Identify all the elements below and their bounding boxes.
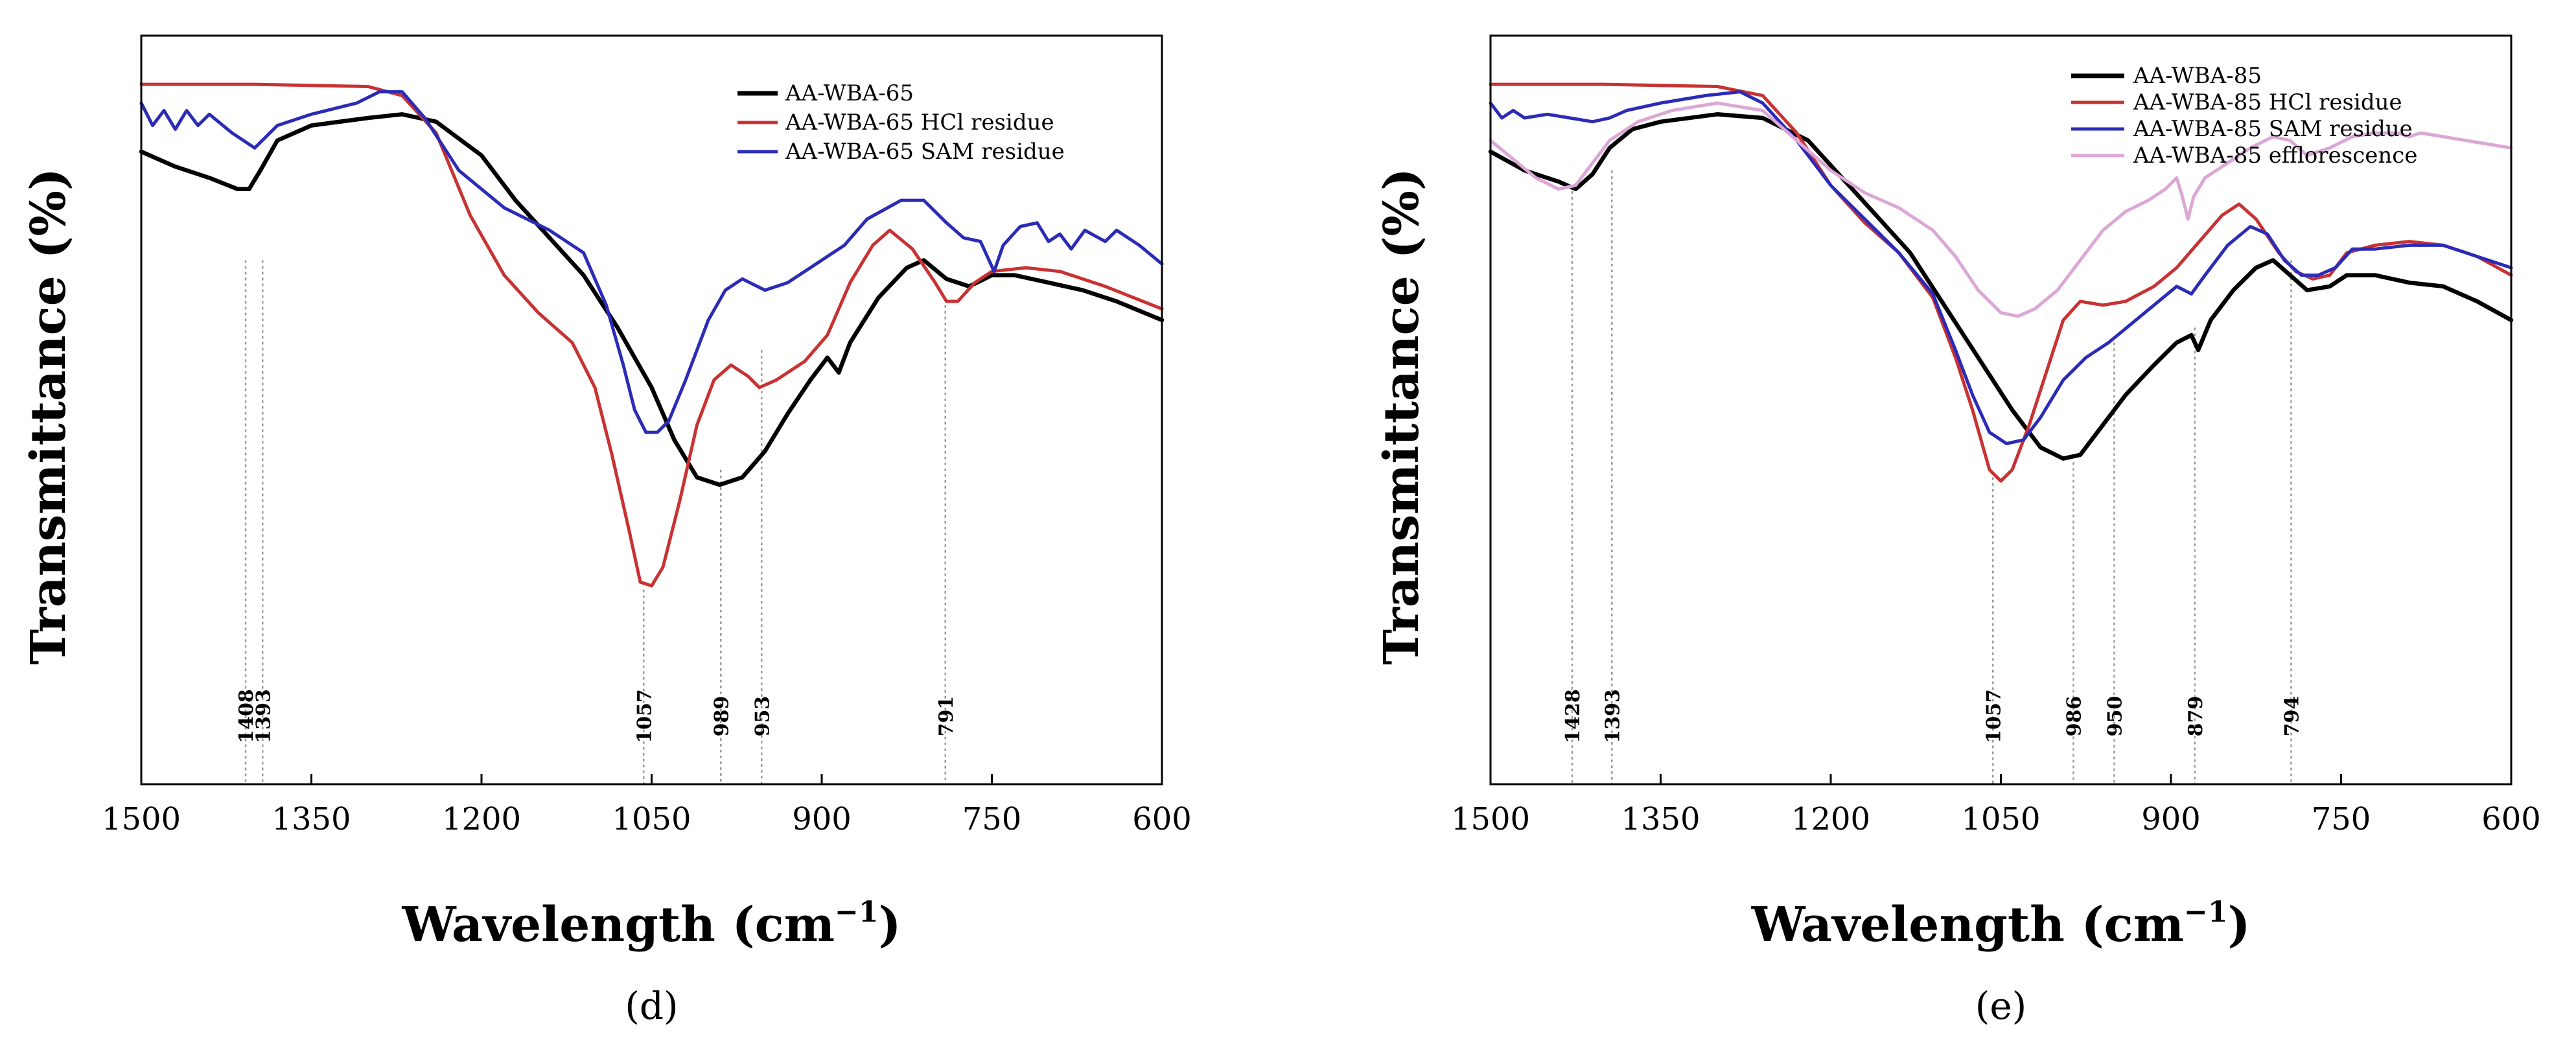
x-tick-label-750: 750 [962, 801, 1022, 837]
peak-label-950: 950 [2104, 696, 2127, 737]
peak-labels-d: 1408 1393 1057 989 953 791 [235, 689, 958, 743]
peak-lines-d [244, 260, 946, 784]
x-tick-labels-e: 1500 1350 1200 1050 900 750 600 [1451, 801, 2541, 837]
x-tick-label-1500: 1500 [1451, 801, 1530, 837]
x-axis-title-e: Wavelength (cm−1) [1750, 896, 2250, 953]
peak-label-791: 791 [935, 696, 958, 737]
x-ticks-e [1489, 774, 2512, 784]
x-tick-labels-d: 1500 1350 1200 1050 900 750 600 [102, 801, 1192, 837]
x-tick-label-1050: 1050 [1961, 801, 2040, 837]
chart-panel-e: 1428 1393 1057 986 950 879 794 1500 1350 [1374, 34, 2541, 1028]
x-tick-label-900: 900 [2141, 801, 2201, 837]
legend-label-aa-wba-65: AA-WBA-65 [785, 80, 914, 106]
x-tick-label-600: 600 [2481, 801, 2541, 837]
peak-label-1393: 1393 [1601, 689, 1624, 743]
peak-labels-e: 1428 1393 1057 986 950 879 794 [1562, 689, 2304, 743]
x-axis-title-main-e: Wavelength (cm [1750, 897, 2184, 953]
x-axis-title-d: Wavelength (cm−1) [401, 896, 901, 953]
series-line-aa-wba-65-hcl [139, 82, 1164, 588]
y-axis-title-e: Transmittance (%) [1374, 168, 1430, 665]
y-axis-title-d: Transmittance (%) [21, 168, 76, 665]
x-tick-label-1350: 1350 [272, 801, 351, 837]
peak-label-1408: 1408 [235, 689, 258, 743]
series-line-aa-wba-65-sam [139, 90, 1164, 434]
series-line-aa-wba-85-sam [1489, 90, 2513, 445]
x-axis-title-end-e: ) [2228, 897, 2251, 953]
peak-lines-e [1571, 170, 2292, 784]
x-ticks-d [140, 774, 1163, 784]
series-group-e [1488, 82, 2514, 483]
peak-label-879: 879 [2185, 696, 2207, 737]
series-line-aa-wba-85 [1488, 112, 2514, 461]
x-tick-label-900: 900 [792, 801, 852, 837]
x-axis-title-sup-e: −1 [2184, 896, 2227, 929]
series-group-d [139, 82, 1165, 588]
legend-label-aa-wba-85: AA-WBA-85 [2133, 63, 2262, 89]
series-line-aa-wba-85-hcl [1489, 82, 2513, 483]
legend-label-aa-wba-85-efflorescence: AA-WBA-85 efflorescence [2133, 143, 2417, 169]
panel-label-d: (d) [625, 984, 678, 1028]
panel-label-e: (e) [1975, 984, 2027, 1028]
x-tick-label-1200: 1200 [442, 801, 521, 837]
peak-label-986: 986 [2063, 696, 2086, 737]
series-line-aa-wba-85-efflorescence [1489, 101, 2513, 318]
x-tick-label-1050: 1050 [612, 801, 691, 837]
peak-label-1057: 1057 [633, 689, 656, 743]
x-tick-label-600: 600 [1132, 801, 1192, 837]
x-tick-label-1500: 1500 [102, 801, 181, 837]
legend-d: AA-WBA-65 AA-WBA-65 HCl residue AA-WBA-6… [737, 80, 1065, 165]
x-tick-label-750: 750 [2312, 801, 2371, 837]
legend-label-aa-wba-85-hcl: AA-WBA-85 HCl residue [2133, 89, 2402, 115]
peak-label-1057: 1057 [1982, 689, 2005, 743]
peak-label-989: 989 [710, 696, 733, 737]
peak-label-953: 953 [751, 696, 774, 737]
x-tick-label-1350: 1350 [1621, 801, 1700, 837]
legend-label-aa-wba-65-hcl: AA-WBA-65 HCl residue [785, 110, 1054, 135]
peak-label-1428: 1428 [1562, 689, 1584, 743]
x-axis-title-main-d: Wavelength (cm [401, 897, 835, 953]
chart-panel-d: 1408 1393 1057 989 953 791 1500 1350 120… [21, 34, 1192, 1028]
x-axis-title-end-d: ) [879, 897, 901, 953]
legend-label-aa-wba-65-sam: AA-WBA-65 SAM residue [785, 139, 1065, 165]
peak-label-1393: 1393 [252, 689, 275, 743]
x-axis-title-sup-d: −1 [835, 896, 878, 929]
legend-label-aa-wba-85-sam: AA-WBA-85 SAM residue [2133, 116, 2413, 142]
legend-e: AA-WBA-85 AA-WBA-85 HCl residue AA-WBA-8… [2071, 63, 2417, 169]
x-tick-label-1200: 1200 [1791, 801, 1870, 837]
peak-label-794: 794 [2281, 696, 2304, 737]
series-line-aa-wba-65 [139, 112, 1165, 487]
